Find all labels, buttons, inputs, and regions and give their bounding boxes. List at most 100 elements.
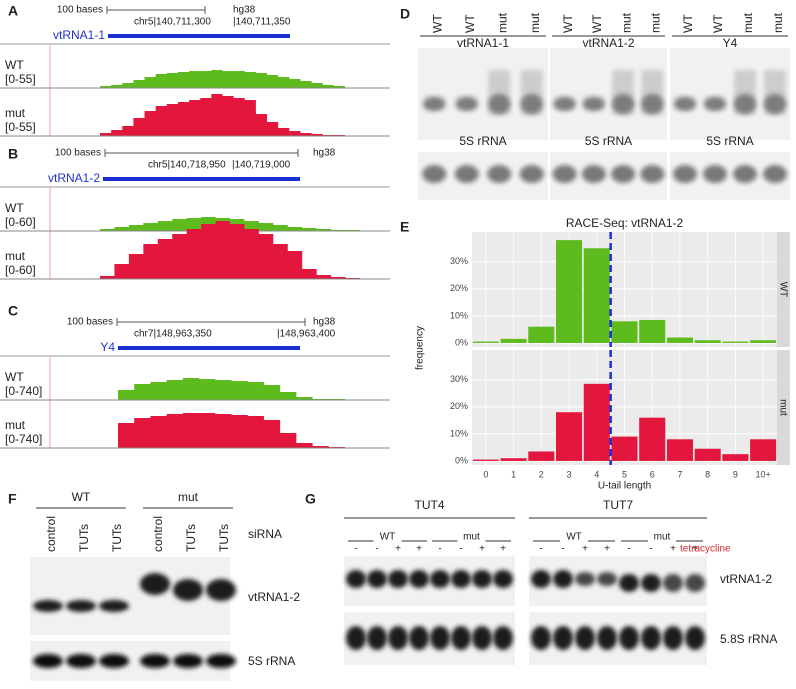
- gene-label: vtRNA1-2: [48, 171, 100, 185]
- gel: [670, 152, 790, 200]
- band: [451, 570, 471, 588]
- treatment-label: +: [582, 544, 588, 555]
- bar: [556, 412, 583, 461]
- band: [367, 626, 387, 650]
- x-tick-label: 8: [705, 469, 710, 479]
- band: [346, 626, 366, 650]
- gene-bar: [103, 177, 300, 181]
- loading-label: 5S rRNA: [585, 134, 632, 148]
- band: [597, 626, 617, 650]
- x-tick-label: 3: [567, 469, 572, 479]
- band: [367, 570, 387, 588]
- coordinate-label: chr5|140,711,300: [134, 17, 211, 28]
- gel: [418, 152, 548, 200]
- treatment-label: +: [479, 544, 485, 555]
- y-tick-label: 30%: [450, 256, 468, 266]
- probe-label: vtRNA1-2: [720, 572, 772, 586]
- band: [409, 570, 429, 588]
- coordinate-label: chr7|148,963,350: [134, 329, 212, 340]
- loading-label: 5S rRNA: [248, 654, 295, 668]
- band: [663, 626, 683, 650]
- band: [173, 579, 203, 601]
- band: [553, 626, 573, 650]
- label-bg: [373, 530, 402, 542]
- assembly-label: hg38: [313, 317, 336, 328]
- bar: [583, 248, 610, 343]
- facet-strip: [777, 350, 790, 465]
- assembly-label: hg38: [233, 5, 256, 16]
- treatment-label: -: [375, 544, 378, 555]
- assembly-label: hg38: [313, 148, 336, 159]
- bar: [722, 454, 749, 461]
- coverage: [118, 378, 345, 400]
- x-tick-label: 2: [539, 469, 544, 479]
- treatment-label: +: [604, 544, 610, 555]
- lane-label: WT: [711, 14, 725, 33]
- lane-label: mut: [528, 12, 542, 33]
- panel-letter: D: [400, 6, 410, 22]
- lane-label: mut: [741, 12, 755, 33]
- coverage: [100, 94, 345, 136]
- lane-label: TUTs: [77, 524, 91, 552]
- treatment-label: +: [500, 544, 506, 555]
- coordinate-label: |148,963,400: [277, 329, 336, 340]
- band: [66, 600, 96, 612]
- scale-label: 100 bases: [67, 317, 113, 328]
- band: [451, 626, 471, 650]
- y-axis-title: frequency: [415, 326, 426, 370]
- gel: [550, 152, 667, 200]
- bar: [694, 448, 721, 461]
- panel-letter: A: [8, 3, 18, 19]
- x-tick-label: 7: [677, 469, 682, 479]
- band: [99, 654, 129, 668]
- band: [641, 626, 661, 650]
- bar: [639, 417, 666, 461]
- band: [493, 626, 513, 650]
- facet-label: mut: [777, 399, 788, 416]
- panel-label: TUT7: [603, 498, 633, 512]
- chart-title: RACE-Seq: vtRNA1-2: [566, 216, 684, 230]
- bar: [500, 458, 527, 461]
- coordinate-label: chr5|140,718,950: [148, 160, 226, 171]
- band: [140, 654, 170, 668]
- treatment-label: -: [561, 544, 564, 555]
- group-label: mut: [178, 490, 199, 504]
- band: [575, 626, 595, 650]
- band: [531, 626, 551, 650]
- treatment-label: -: [459, 544, 462, 555]
- treatment-label: -: [539, 544, 542, 555]
- track-name: mut: [5, 249, 26, 263]
- lane-header: siRNA: [248, 527, 282, 541]
- track-range: [0-60]: [5, 263, 36, 277]
- probe-label: vtRNA1-2: [582, 36, 634, 50]
- group-label: WT: [566, 532, 582, 543]
- facet-strip: [777, 232, 790, 347]
- lane-label: WT: [681, 14, 695, 33]
- band: [493, 570, 513, 588]
- lane-label: control: [151, 516, 165, 552]
- group-label: mut: [463, 532, 480, 543]
- x-tick-label: 6: [650, 469, 655, 479]
- loading-label: 5S rRNA: [459, 134, 506, 148]
- bar: [556, 240, 583, 343]
- gel: [418, 48, 548, 140]
- band: [531, 570, 551, 588]
- scale-label: 100 bases: [55, 148, 101, 159]
- x-tick-label: 1: [511, 469, 516, 479]
- treatment-label: -: [438, 544, 441, 555]
- band: [641, 574, 661, 592]
- bar: [528, 326, 555, 343]
- band: [388, 626, 408, 650]
- band: [99, 600, 129, 612]
- band: [409, 626, 429, 650]
- bar: [611, 321, 638, 343]
- gel: [670, 48, 790, 140]
- track-name: WT: [5, 58, 24, 72]
- band: [553, 570, 573, 588]
- group-label: mut: [654, 532, 671, 543]
- bar: [472, 459, 499, 461]
- track-range: [0-60]: [5, 215, 36, 229]
- track-name: mut: [5, 106, 26, 120]
- group-label: WT: [72, 490, 91, 504]
- treatment-label: -: [354, 544, 357, 555]
